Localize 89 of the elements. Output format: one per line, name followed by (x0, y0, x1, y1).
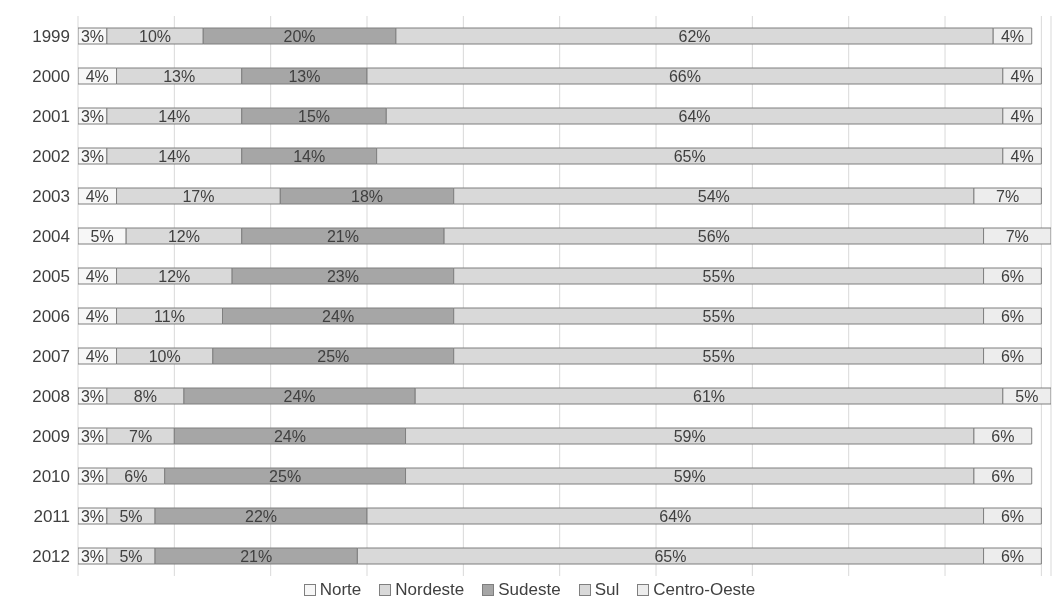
data-label: 4% (85, 67, 109, 85)
data-label: 7% (129, 427, 153, 445)
legend-label: Nordeste (395, 580, 465, 600)
data-label: 4% (1010, 67, 1034, 85)
data-label: 56% (697, 227, 730, 245)
y-tick-label: 2001 (32, 107, 70, 127)
data-label: 65% (673, 147, 706, 165)
data-label: 15% (298, 107, 331, 125)
y-tick-label: 2004 (32, 227, 70, 247)
data-label: 24% (273, 427, 306, 445)
y-tick-label: 2010 (32, 467, 70, 487)
data-label: 21% (326, 227, 359, 245)
data-label: 23% (326, 267, 359, 285)
y-tick-label: 2009 (32, 427, 70, 447)
y-tick-label: 2002 (32, 147, 70, 167)
y-tick-label: 2000 (32, 67, 70, 87)
data-label: 6% (1000, 267, 1025, 285)
data-label: 18% (350, 187, 384, 205)
data-label: 6% (991, 467, 1015, 485)
data-label: 54% (697, 187, 730, 205)
y-tick-label: 2008 (32, 387, 70, 407)
data-label: 64% (659, 507, 692, 525)
data-label: 21% (240, 547, 273, 565)
data-label: 13% (163, 67, 196, 85)
y-tick-label: 2006 (32, 307, 70, 327)
data-label: 25% (269, 467, 302, 485)
data-label: 5% (119, 547, 143, 565)
data-label: 4% (85, 187, 109, 205)
y-tick-label: 2012 (32, 547, 70, 567)
data-label: 12% (158, 267, 191, 285)
data-label: 7% (1005, 227, 1029, 245)
y-tick-label: 1999 (32, 27, 70, 47)
data-label: 5% (119, 507, 143, 525)
legend-label: Sul (594, 580, 620, 600)
data-label: 6% (1000, 347, 1025, 365)
data-label: 55% (702, 307, 735, 325)
data-label: 4% (85, 307, 109, 325)
data-label: 20% (283, 27, 316, 45)
data-label: 59% (673, 427, 706, 445)
data-label: 55% (702, 347, 735, 365)
y-tick-label: 2005 (32, 267, 70, 287)
data-label: 3% (80, 107, 105, 125)
data-label: 3% (80, 467, 105, 485)
data-label: 24% (322, 307, 355, 325)
data-label: 3% (80, 547, 105, 565)
data-label: 5% (90, 227, 114, 245)
y-tick-label: 2007 (32, 347, 70, 367)
data-label: 3% (80, 427, 105, 445)
data-label: 22% (245, 507, 278, 525)
data-label: 4% (1010, 147, 1034, 165)
data-label: 3% (80, 387, 105, 405)
data-label: 65% (654, 547, 687, 565)
data-label: 64% (678, 107, 711, 125)
data-label: 10% (148, 347, 181, 365)
data-label: 3% (80, 147, 105, 165)
y-tick-label: 2011 (33, 507, 70, 527)
data-label: 12% (167, 227, 200, 245)
data-label: 4% (1010, 107, 1034, 125)
data-label: 66% (668, 67, 701, 85)
legend-label: Centro-Oeste (653, 580, 756, 600)
data-label: 5% (1015, 387, 1039, 405)
data-label: 3% (80, 507, 105, 525)
data-label: 4% (85, 267, 109, 285)
data-label: 6% (991, 427, 1015, 445)
data-label: 14% (158, 147, 191, 165)
data-label: 61% (692, 387, 726, 405)
y-tick-label: 2003 (32, 187, 70, 207)
data-label: 8% (133, 387, 157, 405)
data-label: 11% (154, 307, 185, 325)
data-label: 25% (317, 347, 350, 365)
data-label: 10% (139, 27, 172, 45)
data-label: 3% (80, 27, 105, 45)
data-label: 55% (702, 267, 735, 285)
data-label: 17% (182, 187, 215, 205)
data-label: 6% (124, 467, 148, 485)
data-label: 4% (85, 347, 109, 365)
legend-label: Norte (319, 580, 362, 600)
data-label: 14% (293, 147, 326, 165)
data-label: 6% (1000, 507, 1025, 525)
data-label: 6% (1000, 547, 1025, 565)
data-label: 24% (283, 387, 316, 405)
data-label: 14% (158, 107, 191, 125)
data-label: 13% (288, 67, 321, 85)
legend-label: Sudeste (498, 580, 561, 600)
data-label: 7% (996, 187, 1020, 205)
data-label: 59% (673, 467, 706, 485)
data-label: 4% (1000, 27, 1025, 45)
data-label: 62% (678, 27, 711, 45)
data-label: 6% (1000, 307, 1025, 325)
